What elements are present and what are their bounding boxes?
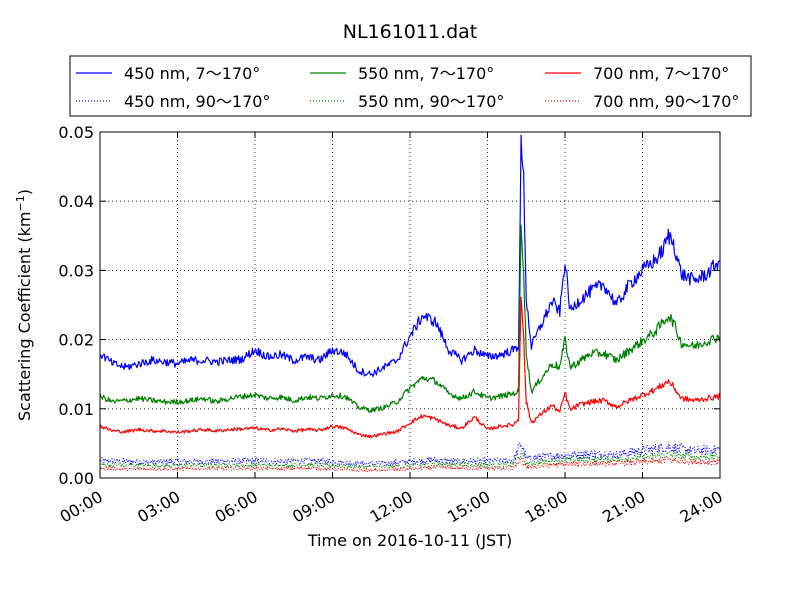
series-lines [99, 134, 721, 473]
legend-label-3: 450 nm, 90～170° [124, 92, 270, 111]
legend-label-5: 700 nm, 90～170° [593, 92, 739, 111]
series-line-5 [99, 456, 721, 473]
legend-label-2: 700 nm, 7～170° [593, 64, 729, 83]
y-axis-title-main: Scattering Coefficient (km [15, 211, 34, 421]
chart-title: NL161011.dat [343, 21, 478, 43]
series-line-2 [99, 296, 721, 439]
y-axis-title: Scattering Coefficient (km−1) [14, 189, 34, 421]
x-axis-title: Time on 2016-10-11 (JST) [307, 531, 512, 550]
y-tick-label: 0.01 [58, 400, 94, 419]
y-axis-title-close: ) [15, 189, 34, 195]
y-axis-title-superscript: −1 [14, 195, 27, 211]
y-tick-label: 0.00 [58, 469, 94, 488]
y-tick-label: 0.05 [58, 123, 94, 142]
legend-label-1: 550 nm, 7～170° [358, 64, 494, 83]
legend: 450 nm, 7～170° 550 nm, 7～170° 700 nm, 7～17… [69, 55, 752, 117]
y-tick-label: 0.04 [58, 192, 94, 211]
legend-box [69, 55, 752, 117]
series-line-1 [99, 224, 721, 413]
y-tick-label: 0.03 [58, 261, 94, 280]
y-tick-label: 0.02 [58, 331, 94, 350]
series-line-3 [99, 442, 721, 467]
legend-label-4: 550 nm, 90～170° [358, 92, 504, 111]
series-line-0 [99, 134, 721, 378]
legend-label-0: 450 nm, 7～170° [124, 64, 260, 83]
